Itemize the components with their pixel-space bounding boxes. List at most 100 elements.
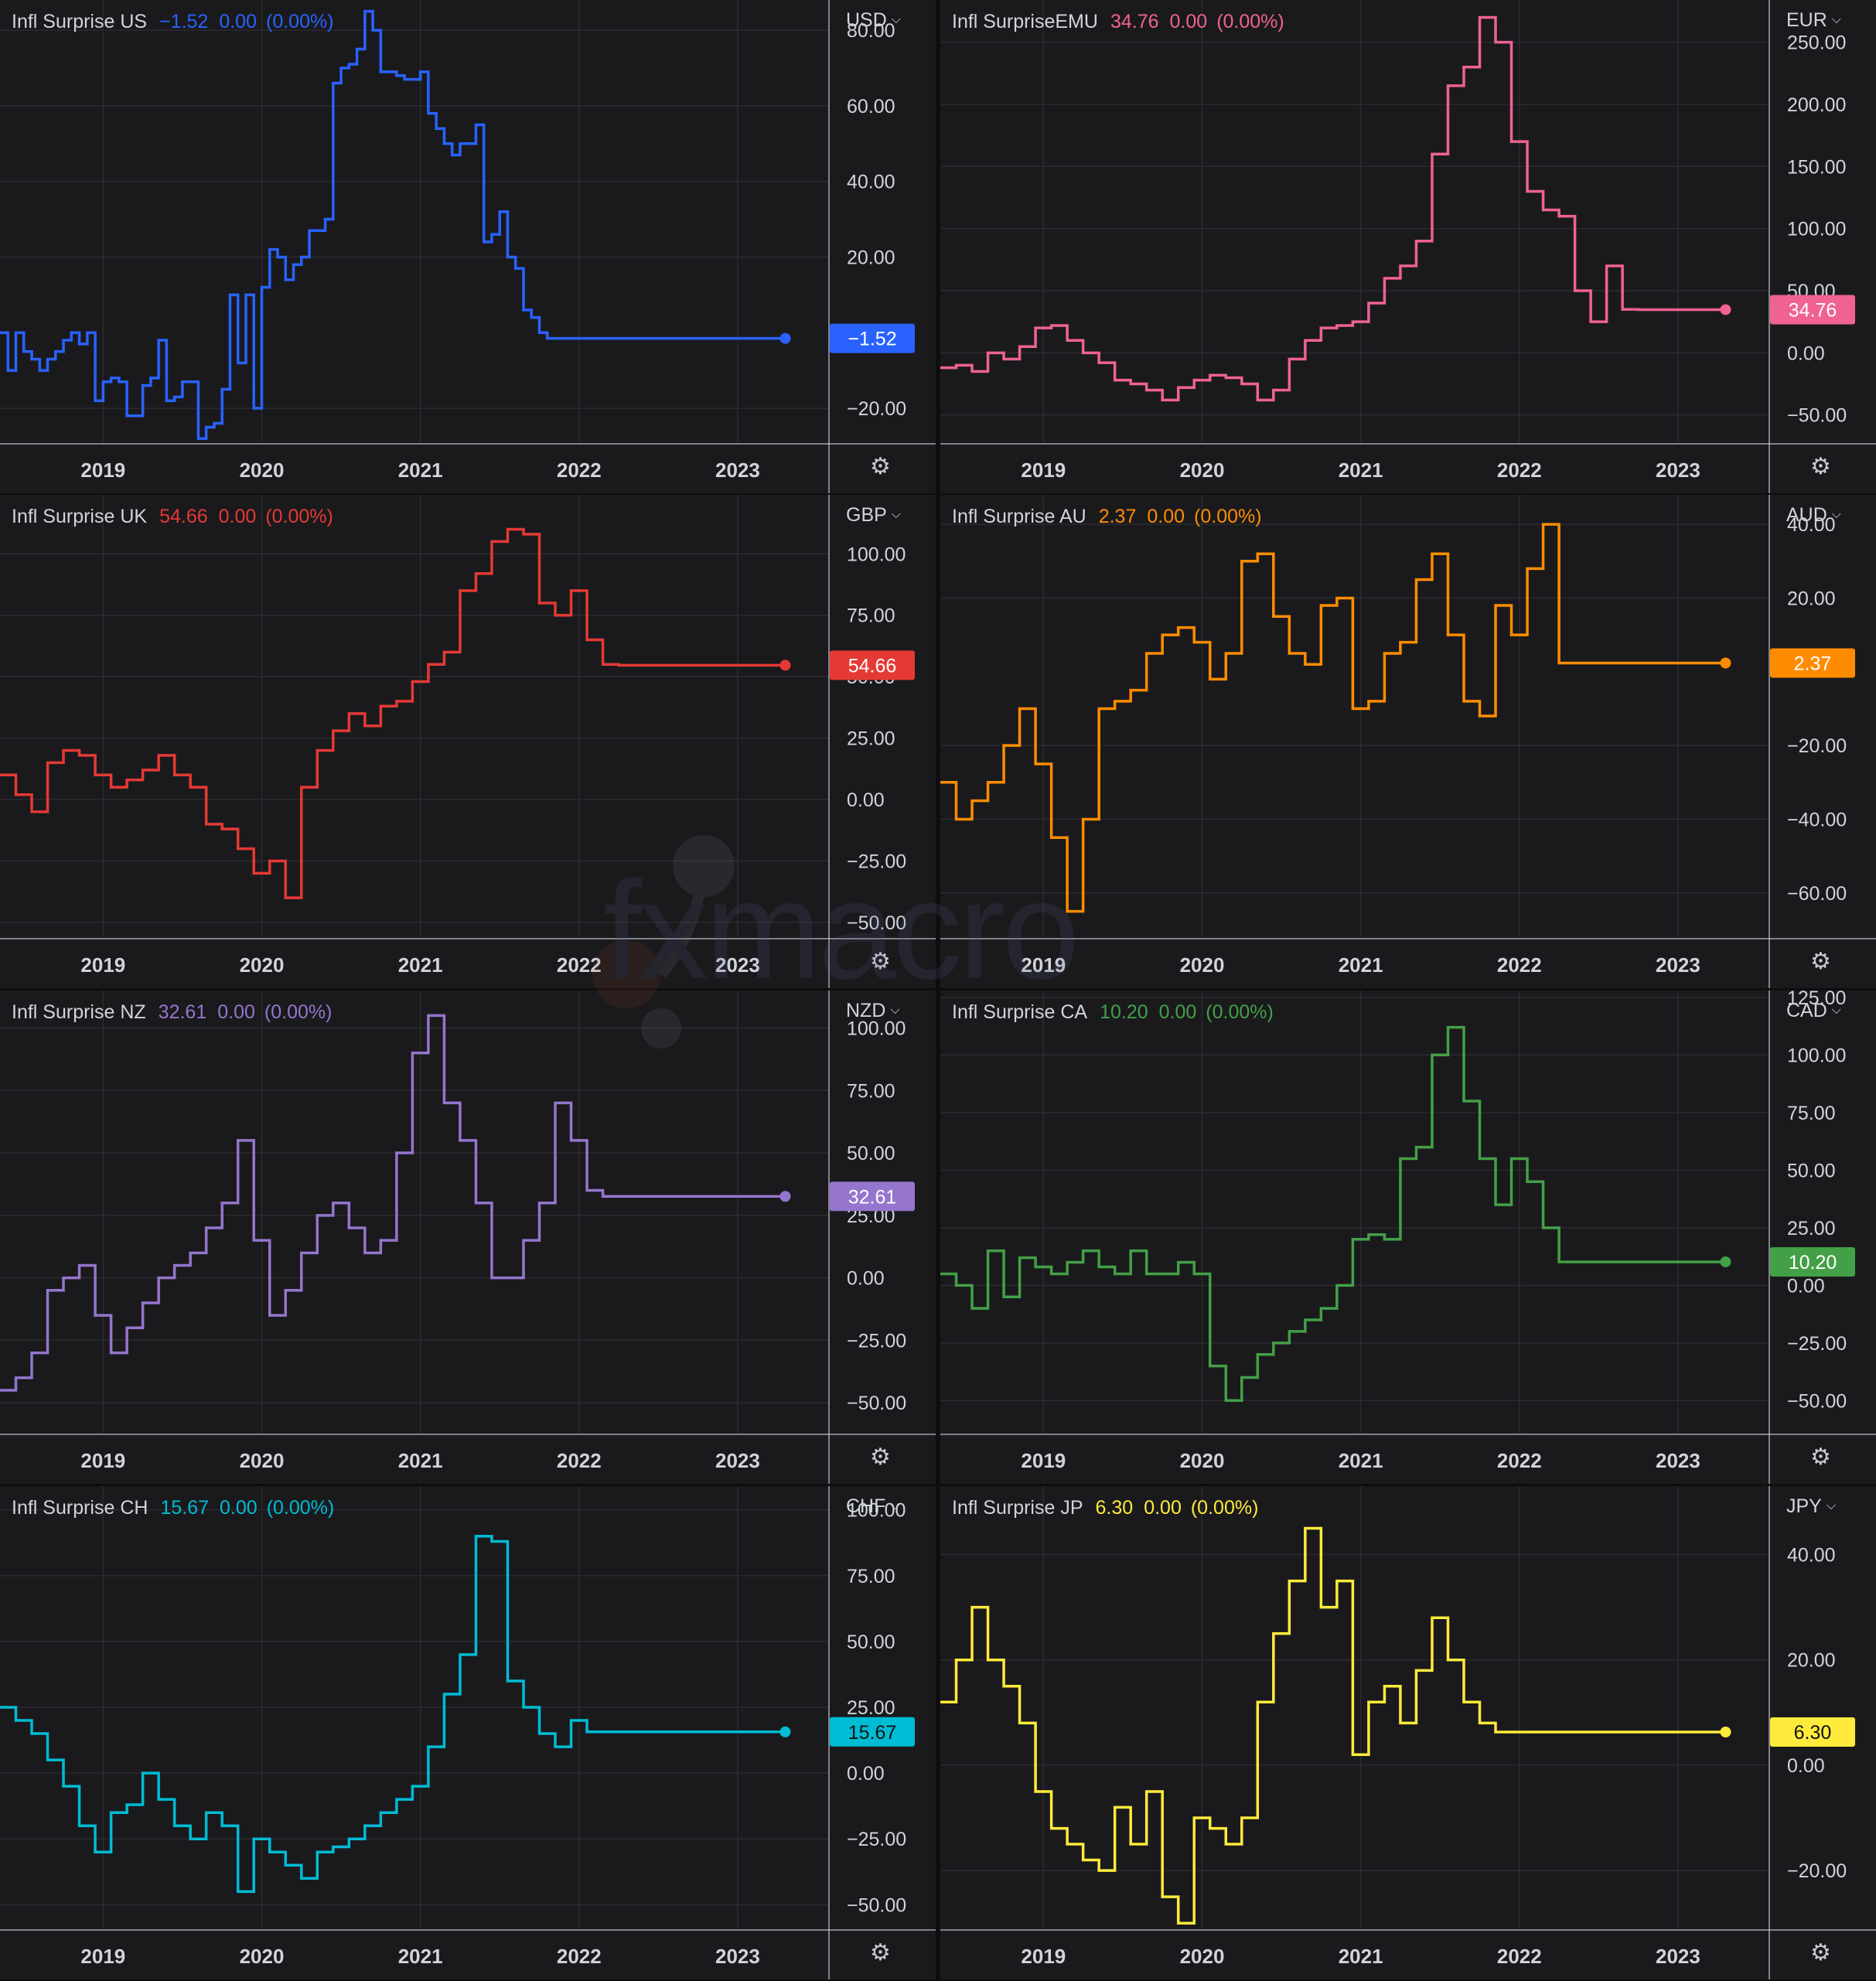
y-tick-label: 40.00 [1787, 514, 1836, 536]
x-tick-label: 2021 [398, 1449, 443, 1472]
gear-icon[interactable]: ⚙ [870, 1940, 891, 1966]
series-legend[interactable]: Infl Surprise NZ 32.61 0.00 (0.00%) [12, 1001, 332, 1024]
x-tick-label: 2020 [1180, 1449, 1225, 1472]
x-tick-label: 2022 [557, 1945, 602, 1968]
x-tick-label: 2021 [1339, 1449, 1383, 1472]
series-name: Infl Surprise NZ [12, 1001, 146, 1023]
currency-selector[interactable]: EUR ⌵ [1786, 9, 1841, 32]
chart-svg: 80.00 60.00 40.00 20.00 −20.00 −1.52 2019 2020 2… [0, 0, 936, 493]
x-tick-label: 2021 [1339, 953, 1383, 977]
y-tick-label: −60.00 [1787, 883, 1847, 905]
series-legend[interactable]: Infl Surprise UK 54.66 0.00 (0.00%) [12, 506, 333, 528]
currency-selector[interactable]: JPY ⌵ [1786, 1495, 1836, 1518]
currency-label: USD [846, 9, 887, 31]
series-last-value: 32.61 [158, 1001, 207, 1023]
gear-icon[interactable]: ⚙ [870, 949, 891, 974]
last-value-badge [830, 323, 915, 353]
currency-label: GBP [846, 504, 887, 526]
x-tick-label: 2021 [1339, 1945, 1383, 1968]
gear-icon[interactable]: ⚙ [1810, 949, 1831, 974]
x-tick-label: 2023 [715, 1449, 760, 1472]
series-legend[interactable]: Infl Surprise US −1.52 0.00 (0.00%) [12, 11, 334, 33]
currency-selector[interactable]: AUD ⌵ [1786, 504, 1841, 527]
series-name: Infl Surprise JP [952, 1497, 1083, 1519]
chart-svg: 100.00 75.00 50.00 25.00 0.00 −25.00 −50.00 15.… [0, 1486, 936, 1979]
series-legend[interactable]: Infl Surprise JP 6.30 0.00 (0.00%) [952, 1497, 1258, 1519]
series-legend[interactable]: Infl Surprise AU 2.37 0.00 (0.00%) [952, 506, 1262, 528]
y-tick-label: −50.00 [847, 912, 906, 934]
y-tick-label: −25.00 [847, 1330, 906, 1352]
y-tick-label: 250.00 [1787, 32, 1846, 54]
last-value-label: 54.66 [848, 655, 897, 677]
chevron-down-icon: ⌵ [1826, 1499, 1836, 1512]
y-tick-label: 50.00 [847, 1143, 895, 1164]
x-tick-label: 2023 [715, 953, 760, 977]
x-tick-label: 2023 [715, 459, 760, 482]
x-tick-label: 2021 [1339, 459, 1383, 482]
chart-panel-aud[interactable]: 40.00 20.00 −20.00 −40.00 −60.00 2.37 2019 2020… [940, 495, 1876, 988]
x-tick-label: 2022 [557, 459, 602, 482]
y-tick-label: 80.00 [847, 20, 895, 42]
series-legend[interactable]: Infl Surprise CH 15.67 0.00 (0.00%) [12, 1497, 334, 1519]
x-tick-label: 2022 [1497, 1449, 1542, 1472]
y-tick-label: 0.00 [847, 1268, 885, 1290]
chart-svg: 40.00 20.00 0.00 −20.00 6.30 2019 2020 2021 2022… [940, 1486, 1876, 1979]
series-legend[interactable]: Infl Surprise CA 10.20 0.00 (0.00%) [952, 1001, 1274, 1024]
x-tick-label: 2019 [1021, 1945, 1066, 1968]
chart-panel-jpy[interactable]: 40.00 20.00 0.00 −20.00 6.30 2019 2020 2021 2022… [940, 1486, 1876, 1979]
series-change-pct: (0.00%) [264, 1001, 333, 1023]
currency-label: EUR [1786, 9, 1827, 31]
currency-selector[interactable]: GBP ⌵ [846, 504, 901, 527]
y-tick-label: −25.00 [1787, 1333, 1847, 1355]
last-value-badge [1770, 1717, 1855, 1747]
currency-selector[interactable]: USD ⌵ [846, 9, 901, 32]
chart-panel-nzd[interactable]: 100.00 75.00 50.00 25.00 0.00 −25.00 −50.00 32.… [0, 990, 936, 1484]
gear-icon[interactable]: ⚙ [870, 1444, 891, 1470]
y-tick-label: 25.00 [847, 1697, 895, 1719]
currency-selector[interactable]: CAD ⌵ [1786, 1000, 1841, 1022]
series-name: Infl Surprise CA [952, 1001, 1088, 1023]
chart-panel-eur[interactable]: 250.00 200.00 150.00 100.00 50.00 0.00 −50.00 3… [940, 0, 1876, 493]
y-tick-label: −20.00 [1787, 735, 1847, 757]
gear-icon[interactable]: ⚙ [870, 454, 891, 479]
x-tick-label: 2023 [1656, 459, 1700, 482]
x-tick-label: 2019 [80, 1449, 125, 1472]
x-tick-label: 2021 [398, 1945, 443, 1968]
y-tick-label: 20.00 [1787, 1650, 1836, 1672]
x-tick-label: 2020 [240, 1449, 285, 1472]
x-tick-label: 2022 [1497, 953, 1542, 977]
y-tick-label: 0.00 [1787, 343, 1825, 364]
series-line [0, 9, 786, 440]
series-change-pct: (0.00%) [265, 506, 333, 527]
currency-selector[interactable]: CHF ⌵ [846, 1495, 900, 1518]
gear-icon[interactable]: ⚙ [1810, 1444, 1831, 1470]
last-value-label: 34.76 [1789, 299, 1837, 321]
gear-icon[interactable]: ⚙ [1810, 454, 1831, 479]
chevron-down-icon: ⌵ [1831, 508, 1841, 521]
chart-panel-chf[interactable]: 100.00 75.00 50.00 25.00 0.00 −25.00 −50.00 15.… [0, 1486, 936, 1979]
series-legend[interactable]: Infl SurpriseEMU 34.76 0.00 (0.00%) [952, 11, 1284, 33]
series-change-pct: (0.00%) [266, 11, 334, 32]
x-tick-label: 2023 [1656, 953, 1700, 977]
y-tick-label: 100.00 [1787, 1045, 1846, 1066]
chart-panel-cad[interactable]: 125.00 100.00 75.00 50.00 25.00 0.00 −25.00 −50… [940, 990, 1876, 1484]
series-name: Infl Surprise CH [12, 1497, 148, 1519]
chart-panel-usd[interactable]: 80.00 60.00 40.00 20.00 −20.00 −1.52 2019 2020 2… [0, 0, 936, 493]
last-point-marker [1720, 1727, 1731, 1738]
y-tick-label: −25.00 [847, 1829, 906, 1850]
x-tick-label: 2021 [398, 459, 443, 482]
y-tick-label: −50.00 [847, 1393, 906, 1414]
y-tick-label: 75.00 [847, 605, 895, 627]
last-value-badge [1770, 1246, 1855, 1277]
chart-panel-gbp[interactable]: 100.0075.0050.0025.000.00−25.00−50.0054.… [0, 495, 936, 988]
y-tick-label: −50.00 [847, 1894, 906, 1916]
x-tick-label: 2019 [80, 459, 125, 482]
currency-selector[interactable]: NZD ⌵ [846, 1000, 900, 1022]
x-tick-label: 2020 [240, 459, 285, 482]
series-last-value: 2.37 [1098, 506, 1137, 527]
last-point-marker [779, 1726, 791, 1737]
gear-icon[interactable]: ⚙ [1810, 1940, 1831, 1966]
x-tick-label: 2019 [1021, 1449, 1066, 1472]
x-tick-label: 2019 [1021, 953, 1066, 977]
y-tick-label: 200.00 [1787, 94, 1846, 116]
